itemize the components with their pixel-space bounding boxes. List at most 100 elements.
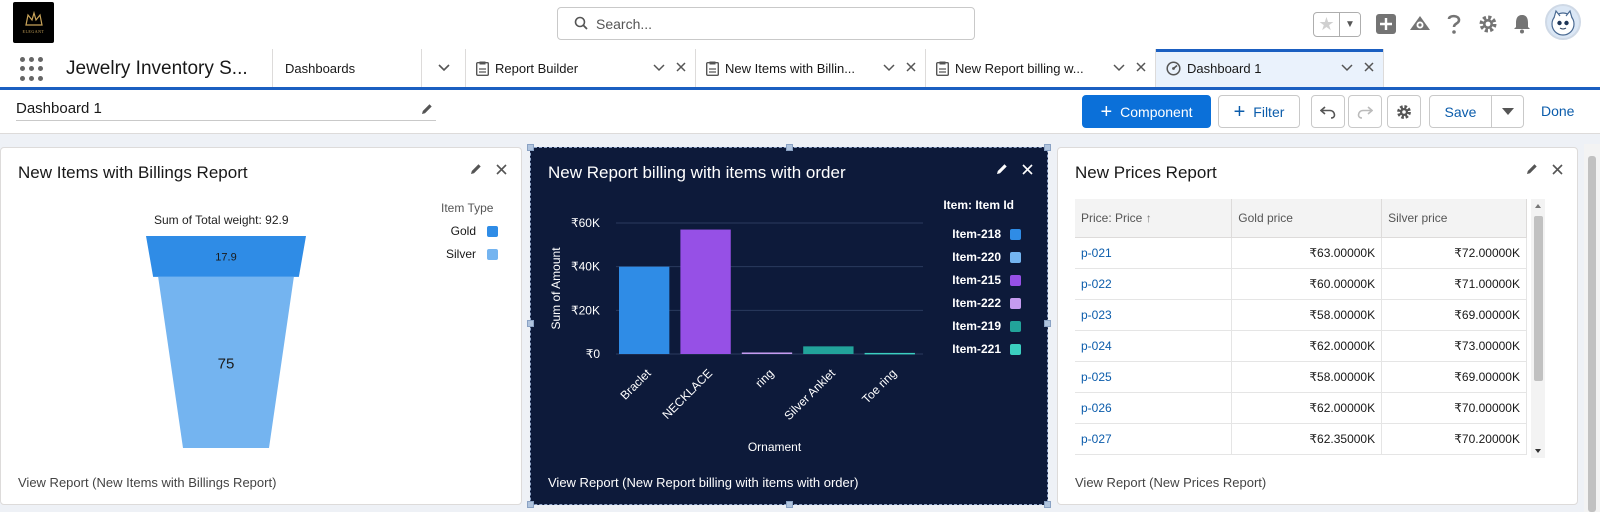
add-filter-button[interactable]: + Filter (1218, 95, 1300, 128)
tab-label: Report Builder (495, 60, 579, 76)
plus-icon: + (1233, 100, 1246, 123)
table-scrollbar[interactable] (1531, 199, 1545, 458)
resize-handle[interactable] (1044, 501, 1051, 508)
items-billings-card[interactable]: New Items with Billings Report Sum of To… (0, 147, 522, 505)
bell-icon[interactable] (1505, 14, 1539, 34)
save-button[interactable]: Save (1429, 95, 1492, 128)
funnel-segment-gold[interactable] (146, 236, 306, 277)
column-header-silver-price[interactable]: Silver price (1381, 199, 1527, 238)
bar-braclet[interactable] (619, 266, 670, 354)
view-report-link[interactable]: View Report (New Items with Billings Rep… (18, 475, 277, 490)
silver-price-cell: ₹70.00000K (1381, 392, 1527, 424)
chevron-down-icon[interactable] (1341, 60, 1353, 75)
tab-new-report-billing[interactable]: New Report billing w... (925, 49, 1155, 87)
tab-dashboards[interactable]: Dashboards (272, 49, 421, 87)
company-logo[interactable]: ELEGANT (13, 2, 54, 43)
resize-handle[interactable] (1044, 320, 1051, 327)
plus-icon: + (1100, 100, 1113, 123)
scrollbar-thumb[interactable] (1588, 156, 1596, 512)
prices-report-card[interactable]: New Prices Report Price: Price ↑ Gold pr… (1057, 147, 1578, 505)
dashboard-editor-toolbar: Dashboard 1 + Component + Filter Save Do… (0, 90, 1600, 134)
done-button[interactable]: Done (1541, 103, 1575, 119)
plus-icon[interactable] (1369, 14, 1403, 34)
global-search[interactable] (557, 7, 975, 40)
close-icon[interactable] (906, 60, 916, 75)
tab-report-builder[interactable]: Report Builder (465, 49, 695, 87)
redo-button[interactable] (1348, 95, 1382, 128)
page-scrollbar[interactable] (1584, 144, 1600, 512)
help-icon[interactable] (1437, 13, 1471, 35)
pencil-icon[interactable] (470, 162, 482, 180)
avatar[interactable] (1545, 4, 1581, 40)
chevron-down-icon[interactable] (653, 60, 665, 75)
price-link[interactable]: p-021 (1081, 245, 1112, 260)
app-launcher-icon[interactable] (20, 57, 44, 81)
legend-label[interactable]: Item-215 (952, 273, 1001, 287)
y-tick-label: ₹20K (571, 303, 600, 317)
star-icon[interactable]: ★ (1318, 13, 1335, 34)
view-report-link[interactable]: View Report (New Report billing with ite… (548, 475, 859, 490)
price-link[interactable]: p-024 (1081, 338, 1112, 353)
legend-swatch (1010, 252, 1021, 263)
trailhead-icon[interactable] (1403, 14, 1437, 34)
chevron-down-icon[interactable] (883, 60, 895, 75)
pencil-icon[interactable] (996, 162, 1008, 180)
bar-ring[interactable] (741, 352, 793, 354)
card-title: New Report billing with items with order (548, 163, 846, 182)
scrollbar-thumb[interactable] (1534, 216, 1543, 381)
bar-toe-ring[interactable] (864, 352, 915, 355)
close-icon[interactable] (496, 162, 507, 180)
price-link[interactable]: p-027 (1081, 431, 1112, 446)
dashboard-title-input[interactable]: Dashboard 1 (16, 100, 102, 117)
tab-dashboard-1[interactable]: Dashboard 1 (1155, 49, 1384, 87)
price-link[interactable]: p-026 (1081, 400, 1112, 415)
column-header-price[interactable]: Price: Price ↑ (1075, 199, 1233, 238)
funnel-segment-silver[interactable] (158, 276, 294, 448)
tab-new-items-billings[interactable]: New Items with Billin... (695, 49, 925, 87)
close-icon[interactable] (1364, 60, 1374, 75)
price-link[interactable]: p-023 (1081, 307, 1112, 322)
legend-item-silver[interactable]: Silver (434, 247, 498, 261)
add-component-button[interactable]: + Component (1082, 95, 1211, 128)
resize-handle[interactable] (786, 501, 793, 508)
favorites-dropdown-icon[interactable]: ▼ (1338, 12, 1360, 36)
billing-report-card[interactable]: New Report billing with items with order… (527, 144, 1051, 508)
price-link[interactable]: p-022 (1081, 276, 1112, 291)
legend-label: Silver (445, 247, 476, 261)
legend-label[interactable]: Item-218 (952, 227, 1001, 241)
resize-handle[interactable] (527, 144, 534, 151)
undo-button[interactable] (1311, 95, 1345, 128)
legend-item-gold[interactable]: Gold (434, 224, 498, 238)
resize-handle[interactable] (1044, 144, 1051, 151)
gear-icon[interactable] (1471, 14, 1505, 34)
price-link[interactable]: p-025 (1081, 369, 1112, 384)
bar-silver-anklet[interactable] (803, 346, 854, 354)
properties-button[interactable] (1387, 95, 1421, 128)
scroll-down-icon[interactable] (1531, 444, 1545, 458)
chevron-down-icon[interactable] (1113, 60, 1125, 75)
bar-chart[interactable]: ₹0 ₹20K ₹40K ₹60K Sum of Amount Braclet NECKLA… (531, 148, 1049, 506)
view-report-link[interactable]: View Report (New Prices Report) (1075, 475, 1267, 490)
legend-label[interactable]: Item-220 (952, 250, 1001, 264)
bar-necklace[interactable] (680, 229, 731, 354)
scroll-up-icon[interactable] (1531, 199, 1545, 213)
column-header-gold-price[interactable]: Gold price (1231, 199, 1383, 238)
resize-handle[interactable] (527, 320, 534, 327)
close-icon[interactable] (676, 60, 686, 75)
legend-label[interactable]: Item-222 (952, 296, 1001, 310)
close-icon[interactable] (1552, 162, 1563, 180)
funnel-chart[interactable]: 17.9 75 (1, 148, 523, 506)
resize-handle[interactable] (786, 144, 793, 151)
pencil-icon[interactable] (1526, 162, 1538, 180)
save-options-button[interactable] (1491, 95, 1524, 128)
sort-asc-icon[interactable]: ↑ (1145, 210, 1152, 225)
legend-label[interactable]: Item-219 (952, 319, 1001, 333)
close-icon[interactable] (1136, 60, 1146, 75)
search-input[interactable] (596, 13, 956, 35)
close-icon[interactable] (1022, 162, 1033, 180)
legend-label[interactable]: Item-221 (952, 342, 1001, 356)
dashboards-menu-chevron-icon[interactable] (421, 49, 465, 87)
resize-handle[interactable] (527, 501, 534, 508)
table-header-row: Price: Price ↑ Gold price Silver price (1075, 199, 1527, 238)
pencil-icon[interactable] (421, 102, 433, 120)
